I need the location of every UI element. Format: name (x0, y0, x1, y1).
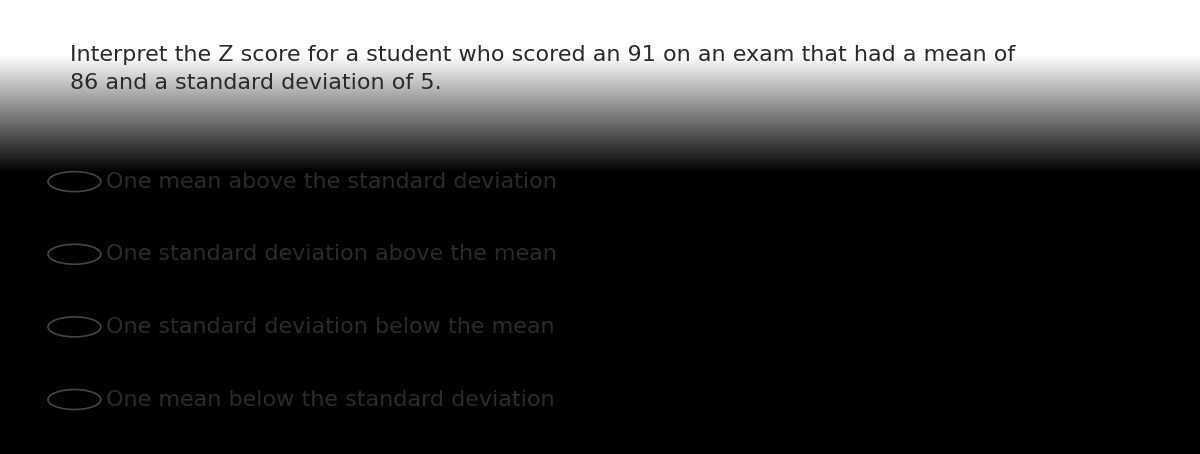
Text: One standard deviation above the mean: One standard deviation above the mean (106, 244, 557, 264)
Text: One standard deviation below the mean: One standard deviation below the mean (106, 317, 554, 337)
Text: Interpret the Z score for a student who scored an 91 on an exam that had a mean : Interpret the Z score for a student who … (70, 45, 1015, 94)
Text: One mean above the standard deviation: One mean above the standard deviation (106, 172, 557, 192)
Text: One mean below the standard deviation: One mean below the standard deviation (106, 390, 554, 410)
